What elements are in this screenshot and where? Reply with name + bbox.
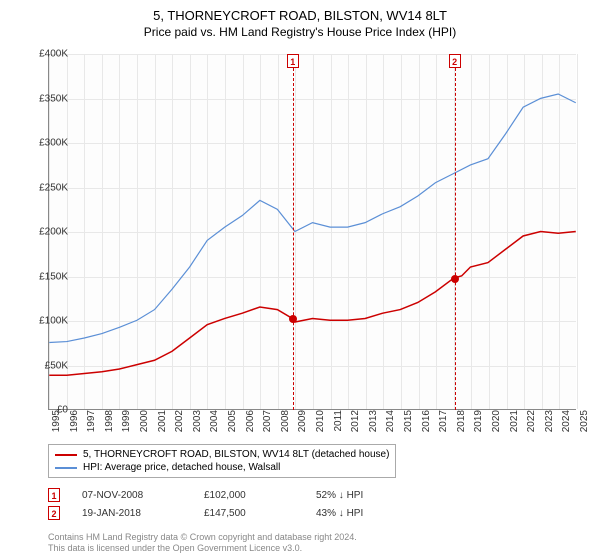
- transaction-rel: 43% ↓ HPI: [316, 508, 416, 519]
- x-axis-label: 2001: [157, 410, 168, 440]
- x-axis-label: 2023: [544, 410, 555, 440]
- legend-swatch-property: [55, 454, 77, 456]
- x-axis-label: 2014: [385, 410, 396, 440]
- x-axis-label: 1998: [104, 410, 115, 440]
- x-axis-label: 2013: [368, 410, 379, 440]
- x-axis-label: 2017: [438, 410, 449, 440]
- chart-container: 5, THORNEYCROFT ROAD, BILSTON, WV14 8LT …: [0, 0, 600, 560]
- transaction-date: 19-JAN-2018: [82, 508, 182, 519]
- marker-dot: [451, 275, 459, 283]
- x-axis-label: 2003: [192, 410, 203, 440]
- x-axis-label: 2020: [491, 410, 502, 440]
- legend-swatch-hpi: [55, 467, 77, 469]
- chart-plot-area: 12: [48, 54, 576, 410]
- x-axis-label: 2022: [526, 410, 537, 440]
- x-axis-label: 1996: [69, 410, 80, 440]
- chart-subtitle: Price paid vs. HM Land Registry's House …: [0, 23, 600, 39]
- chart-title: 5, THORNEYCROFT ROAD, BILSTON, WV14 8LT: [0, 0, 600, 23]
- marker-flag: 2: [449, 54, 461, 68]
- marker-flag: 1: [287, 54, 299, 68]
- x-axis-label: 2025: [579, 410, 590, 440]
- transaction-marker: 2: [48, 506, 60, 520]
- x-axis-label: 2006: [245, 410, 256, 440]
- x-axis-label: 1997: [86, 410, 97, 440]
- x-axis-label: 2004: [209, 410, 220, 440]
- x-axis-label: 2018: [456, 410, 467, 440]
- x-axis-label: 2009: [297, 410, 308, 440]
- x-axis-label: 2008: [280, 410, 291, 440]
- transaction-date: 07-NOV-2008: [82, 490, 182, 501]
- legend-item-property: 5, THORNEYCROFT ROAD, BILSTON, WV14 8LT …: [55, 448, 389, 461]
- x-axis-label: 2002: [174, 410, 185, 440]
- x-axis-label: 2005: [227, 410, 238, 440]
- marker-line: [293, 68, 294, 410]
- footer-attribution: Contains HM Land Registry data © Crown c…: [48, 532, 357, 554]
- x-axis-label: 2024: [561, 410, 572, 440]
- x-axis-label: 1999: [121, 410, 132, 440]
- gridline-v: [577, 54, 578, 409]
- transaction-row: 1 07-NOV-2008 £102,000 52% ↓ HPI: [48, 486, 416, 504]
- legend-box: 5, THORNEYCROFT ROAD, BILSTON, WV14 8LT …: [48, 444, 396, 478]
- series-line-hpi: [49, 94, 576, 342]
- transactions-table: 1 07-NOV-2008 £102,000 52% ↓ HPI 2 19-JA…: [48, 486, 416, 522]
- x-axis-label: 1995: [51, 410, 62, 440]
- series-line-property: [49, 232, 576, 376]
- x-axis-label: 2007: [262, 410, 273, 440]
- x-axis-label: 2010: [315, 410, 326, 440]
- transaction-price: £147,500: [204, 508, 294, 519]
- transaction-rel: 52% ↓ HPI: [316, 490, 416, 501]
- marker-line: [455, 68, 456, 410]
- legend-item-hpi: HPI: Average price, detached house, Wals…: [55, 461, 389, 474]
- x-axis-label: 2019: [473, 410, 484, 440]
- x-axis-label: 2012: [350, 410, 361, 440]
- legend-label-hpi: HPI: Average price, detached house, Wals…: [83, 462, 280, 473]
- x-axis-label: 2016: [421, 410, 432, 440]
- chart-lines-svg: [49, 54, 576, 409]
- x-axis-label: 2015: [403, 410, 414, 440]
- transaction-price: £102,000: [204, 490, 294, 501]
- transaction-marker: 1: [48, 488, 60, 502]
- x-axis-label: 2011: [333, 410, 344, 440]
- footer-line1: Contains HM Land Registry data © Crown c…: [48, 532, 357, 543]
- transaction-row: 2 19-JAN-2018 £147,500 43% ↓ HPI: [48, 504, 416, 522]
- x-axis-label: 2000: [139, 410, 150, 440]
- marker-dot: [289, 315, 297, 323]
- footer-line2: This data is licensed under the Open Gov…: [48, 543, 357, 554]
- legend-label-property: 5, THORNEYCROFT ROAD, BILSTON, WV14 8LT …: [83, 449, 389, 460]
- x-axis-label: 2021: [509, 410, 520, 440]
